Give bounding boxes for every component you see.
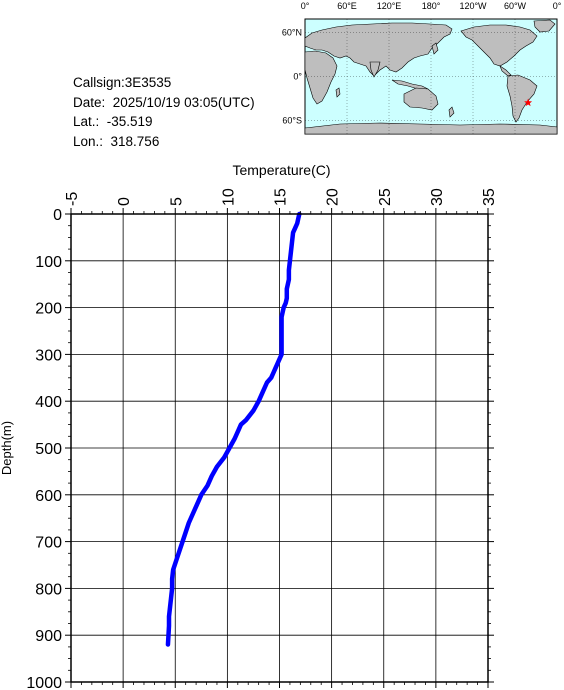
madagascar-landmass [335, 87, 341, 98]
y-tick-label: 600 [35, 488, 62, 505]
station-info: Callsign:3E3535 Date: 2025/10/19 03:05(U… [73, 73, 255, 151]
temperature-profile-line [165, 211, 302, 647]
y-tick-label: 400 [35, 394, 62, 411]
map-labels: 0° 60°E 120°E 180° 120°W 60°W 0° 60°N 0° 60°S [282, 1, 562, 126]
map-graticule [305, 19, 557, 134]
map-latitude-label: 0° [293, 72, 302, 82]
station-star-icon [524, 98, 533, 107]
x-tick-label: 25 [377, 188, 394, 206]
latitude-text: Lat.: -35.519 [73, 114, 153, 129]
africa-landmass [304, 50, 338, 105]
x-tick-label: 35 [481, 188, 498, 206]
map-latitude-label: 60°N [282, 27, 302, 37]
map-landmasses [304, 19, 558, 135]
map-longitude-label: 0° [301, 1, 310, 11]
y-axis-title: Depth(m) [0, 421, 14, 475]
y-tick-label: 0 [53, 207, 62, 224]
x-axis-title: Temperature(C) [232, 162, 330, 178]
south-america-landmass [506, 74, 538, 123]
x-tick-labels: -5 0 5 10 15 20 25 30 35 [64, 188, 498, 206]
y-tick-labels: 0 100 200 300 400 500 600 700 800 900 1000 [26, 207, 62, 690]
central-america-landmass [499, 65, 512, 77]
greenland-landmass [533, 19, 556, 33]
map-latitude-label: 60°S [282, 116, 302, 126]
map-longitude-label: 60°E [337, 1, 357, 11]
y-tick-label: 100 [35, 254, 62, 271]
new-zealand-landmass [448, 106, 455, 118]
y-tick-label: 700 [35, 535, 62, 552]
y-tick-label: 300 [35, 347, 62, 364]
x-tick-label: 0 [116, 197, 133, 206]
y-tick-label: 1000 [26, 675, 62, 690]
y-tick-label: 900 [35, 628, 62, 645]
y-tick-label: 500 [35, 441, 62, 458]
map-longitude-label: 120°W [459, 1, 487, 11]
eurasia-landmass [304, 22, 453, 77]
date-text: Date: 2025/10/19 03:05(UTC) [73, 94, 255, 110]
chart-series [165, 211, 302, 647]
north-america-landmass [460, 24, 538, 67]
map-longitude-label: 60°W [504, 1, 527, 11]
india-landmass [369, 61, 381, 78]
plot-frame [70, 213, 489, 683]
australia-landmass [403, 87, 439, 111]
y-tick-label: 200 [35, 301, 62, 318]
x-tick-label: 30 [429, 188, 446, 206]
map-longitude-label: 180° [422, 1, 441, 11]
chart-ticks [65, 208, 494, 688]
x-tick-label: 15 [273, 188, 290, 206]
longitude-text: Lon.: 318.756 [73, 133, 160, 149]
station-marker [524, 98, 533, 107]
x-tick-label: 10 [220, 188, 237, 206]
chart-grid [70, 213, 489, 683]
y-tick-label: 800 [35, 581, 62, 598]
map-longitude-label: 0° [553, 1, 562, 11]
x-tick-label: 20 [325, 188, 342, 206]
map-longitude-label: 120°E [377, 1, 402, 11]
x-tick-label: -5 [64, 192, 81, 206]
x-tick-label: 5 [168, 197, 185, 206]
callsign-text: Callsign:3E3535 [73, 75, 172, 90]
world-map: 0° 60°E 120°E 180° 120°W 60°W 0° 60°N 0° 60°S [282, 1, 562, 135]
japan-landmass [431, 42, 439, 55]
